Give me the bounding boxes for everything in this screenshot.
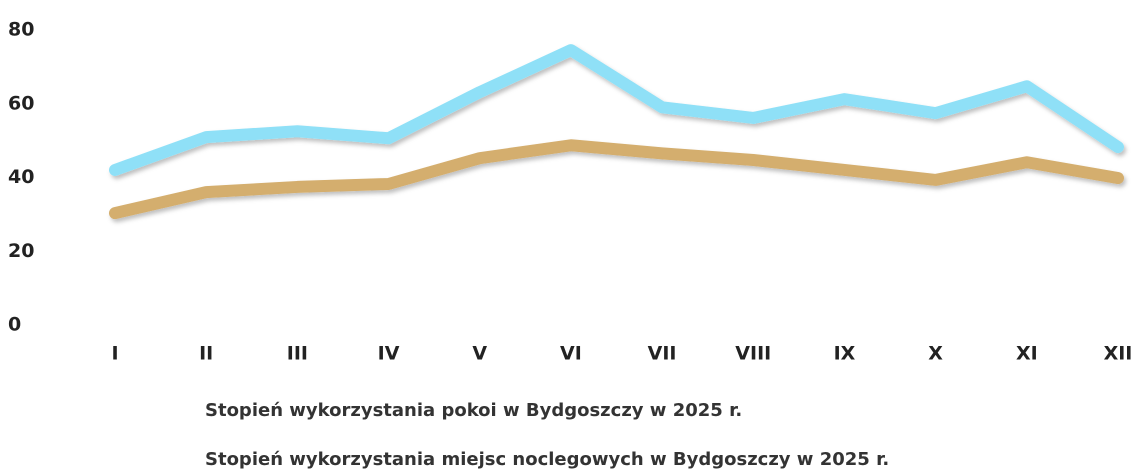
y-tick-label: 80 (8, 19, 34, 41)
x-tick-label: V (472, 343, 487, 365)
x-tick-label: XII (1104, 343, 1133, 365)
x-tick-label: VIII (735, 343, 771, 365)
legend-label: Stopień wykorzystania miejsc noclegowych… (205, 449, 889, 470)
y-tick-label: 0 (8, 314, 21, 336)
series-line (109, 44, 1124, 176)
x-tick-label: III (287, 343, 308, 365)
x-tick-label: VI (560, 343, 582, 365)
y-tick-label: 40 (8, 166, 34, 188)
x-tick-label: IX (834, 343, 856, 365)
x-tick-label: X (928, 343, 943, 365)
x-tick-label: IV (378, 343, 400, 365)
x-tick-label: XI (1016, 343, 1038, 365)
y-tick-label: 60 (8, 92, 34, 114)
series-line (109, 139, 1124, 220)
x-tick-label: VII (648, 343, 677, 365)
x-tick-label: II (199, 343, 213, 365)
y-tick-label: 20 (8, 240, 34, 262)
x-tick-label: I (111, 343, 118, 365)
legend-label: Stopień wykorzystania pokoi w Bydgoszczy… (205, 400, 742, 421)
